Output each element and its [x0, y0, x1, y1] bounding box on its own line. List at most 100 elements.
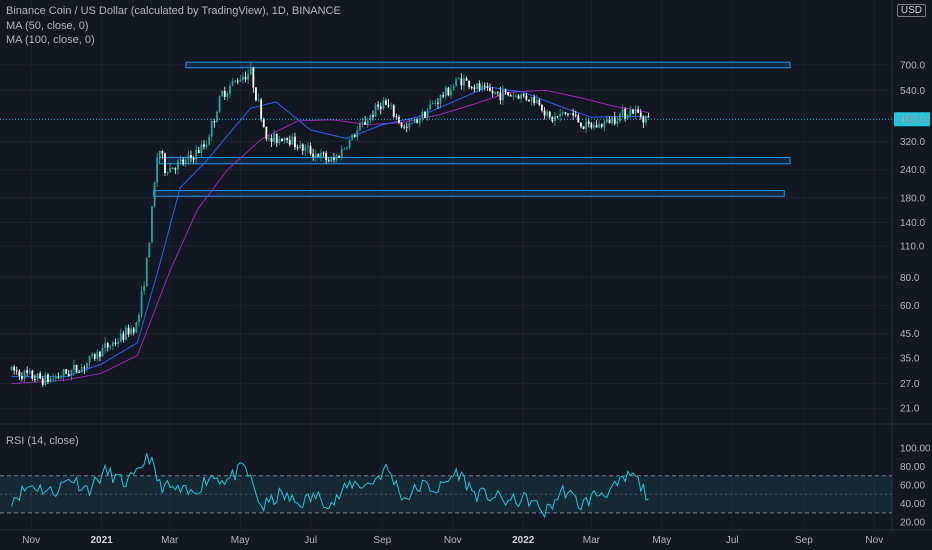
candle-body — [333, 157, 335, 160]
candle-body — [304, 147, 307, 151]
candle-body — [236, 80, 239, 82]
ma50-line-group — [11, 86, 650, 378]
candle-body — [60, 376, 62, 378]
time-tick-label: Nov — [444, 535, 462, 546]
candle-body — [439, 94, 442, 104]
candle-body — [47, 374, 49, 383]
price-tick-label: 60.0 — [900, 301, 920, 312]
candle-body — [200, 144, 203, 153]
candle-body — [569, 113, 572, 115]
candle-body — [257, 99, 260, 101]
candle-body — [213, 121, 216, 123]
candle-body — [119, 333, 122, 342]
candle-body — [619, 113, 621, 122]
candle-body — [104, 343, 107, 349]
candle-body — [496, 91, 499, 93]
candle-body — [296, 147, 299, 149]
candle-body — [239, 80, 242, 82]
candle-body — [359, 124, 361, 131]
time-tick-label: Jul — [726, 535, 739, 546]
candle-body — [452, 85, 455, 91]
candle-body — [411, 122, 413, 124]
candle-body — [203, 144, 205, 147]
candle-body — [340, 149, 343, 158]
candle-body — [616, 121, 619, 124]
rsi-tick-label: 20.00 — [900, 518, 925, 529]
last-price-tag[interactable] — [894, 112, 930, 127]
candle-body — [143, 286, 146, 292]
zone-rectangles[interactable] — [153, 61, 791, 197]
candle-body — [465, 78, 468, 81]
ma100-line — [11, 89, 650, 385]
rsi-tick-label: 100.00 — [900, 443, 931, 454]
candle-body — [184, 159, 187, 164]
price-tick-label: 180.0 — [900, 193, 925, 204]
candle-body — [447, 87, 450, 96]
candle-body — [49, 378, 52, 383]
candle-body — [273, 133, 276, 142]
candle-body — [530, 97, 533, 102]
candle-body — [278, 138, 281, 143]
candle-body — [450, 90, 452, 96]
candle-body — [478, 83, 481, 90]
price-tick-label: 21.0 — [900, 404, 920, 415]
candle-body — [208, 136, 211, 145]
candle-body — [574, 115, 577, 117]
candle-body — [140, 291, 143, 315]
candle-body — [351, 134, 354, 140]
candle-body — [187, 155, 190, 160]
rsi-legend[interactable]: RSI (14, close) — [6, 435, 79, 447]
candle-body — [255, 87, 257, 101]
candle-body — [91, 354, 94, 356]
candle-body — [161, 150, 164, 154]
candle-body — [379, 106, 382, 110]
candle-body — [418, 119, 421, 123]
candle-body — [190, 155, 192, 158]
chart-title: Binance Coin / US Dollar (calculated by … — [6, 5, 341, 17]
currency-badge[interactable]: USD — [896, 4, 926, 17]
candle-body — [606, 119, 608, 122]
candle-body — [15, 370, 18, 372]
candle-body — [275, 133, 278, 143]
last-price-line: 402.0 — [0, 112, 930, 127]
zone-support-190[interactable] — [153, 190, 785, 197]
candle-body — [70, 370, 73, 377]
ma50-line — [11, 86, 650, 378]
candle-body — [288, 139, 291, 145]
candle-body — [75, 364, 78, 372]
candle-body — [577, 115, 580, 123]
candle-body — [361, 122, 364, 125]
candle-body — [403, 126, 406, 128]
candle-body — [476, 83, 478, 89]
candle-body — [320, 152, 322, 158]
price-tick-label: 700.0 — [900, 60, 925, 71]
candle-body — [314, 154, 317, 157]
zone-support-265[interactable] — [158, 156, 791, 165]
candle-body — [460, 78, 463, 86]
ma50-legend[interactable]: MA (50, close, 0) — [6, 20, 89, 32]
candle-body — [73, 364, 75, 371]
candle-body — [538, 99, 541, 105]
candle-body — [647, 116, 650, 117]
candle-body — [195, 150, 198, 160]
candle-body — [580, 122, 582, 127]
candle-body — [634, 109, 637, 114]
candle-body — [93, 354, 96, 359]
candle-body — [307, 146, 309, 148]
candle-body — [247, 74, 250, 80]
candle-body — [317, 154, 320, 158]
candle-body — [205, 144, 208, 147]
candle-body — [559, 113, 562, 117]
candle-body — [468, 80, 471, 88]
price-tick-label: 80.0 — [900, 273, 920, 284]
candle-body — [44, 374, 47, 386]
ma100-legend[interactable]: MA (100, close, 0) — [6, 34, 95, 46]
time-tick-label: Mar — [583, 535, 601, 546]
candle-body — [611, 117, 614, 124]
candle-body — [151, 206, 153, 243]
candle-body — [234, 80, 237, 82]
zone-resistance-700[interactable] — [185, 61, 791, 69]
candle-body — [26, 370, 29, 373]
candle-body — [543, 110, 546, 116]
